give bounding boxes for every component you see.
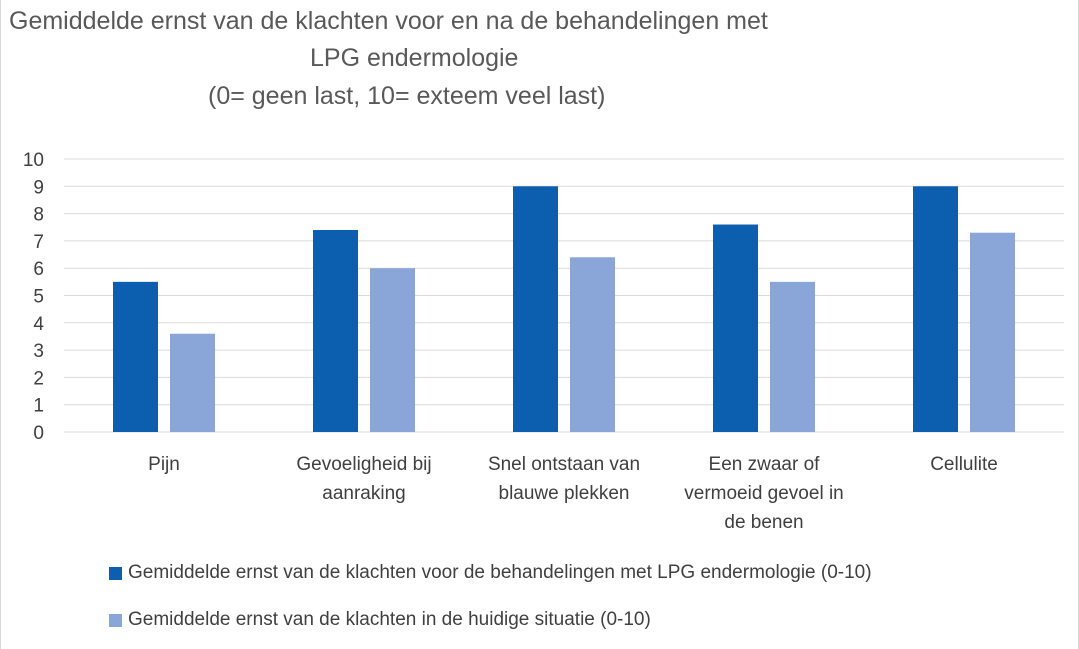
y-tick-label-2: 2 — [33, 368, 44, 389]
bar-s0-c4 — [913, 186, 958, 432]
x-tick-label-0-line-0: Pijn — [148, 454, 180, 475]
bar-s0-c2 — [513, 186, 558, 432]
x-tick-label-3-line-0: Een zwaar of — [709, 454, 821, 475]
bar-s1-c1 — [370, 268, 415, 432]
bar-s0-c0 — [113, 281, 158, 432]
bar-s0-c1 — [313, 229, 358, 432]
legend-label-before: Gemiddelde ernst van de klachten voor de… — [128, 562, 872, 583]
y-tick-label-5: 5 — [33, 287, 44, 308]
y-tick-label-9: 9 — [33, 177, 44, 198]
bar-s1-c4 — [970, 232, 1015, 432]
legend-item-current: Gemiddelde ernst van de klachten in de h… — [109, 609, 651, 631]
legend-swatch-before — [109, 566, 122, 580]
y-tick-label-4: 4 — [33, 314, 44, 335]
y-tick-label-3: 3 — [33, 341, 44, 362]
chart-title-line-2: LPG endermologie — [310, 44, 519, 72]
y-tick-label-7: 7 — [33, 232, 44, 253]
x-tick-label-3-line-2: de benen — [724, 512, 803, 533]
bar-s1-c2 — [570, 257, 615, 432]
x-tick-label-4-line-0: Cellulite — [930, 454, 998, 475]
x-tick-label-2-line-1: blauwe plekken — [499, 483, 630, 504]
y-tick-label-10: 10 — [23, 150, 44, 171]
y-tick-label-1: 1 — [33, 396, 44, 417]
bar-s1-c0 — [170, 333, 215, 432]
legend-label-current: Gemiddelde ernst van de klachten in de h… — [128, 609, 651, 630]
y-tick-label-6: 6 — [33, 259, 44, 280]
x-tick-label-3-line-1: vermoeid gevoel in — [684, 483, 843, 504]
chart-title-line-1: Gemiddelde ernst van de klachten voor en… — [9, 7, 768, 35]
chart-title-line-3: (0= geen last, 10= exteem veel last) — [208, 82, 606, 110]
x-tick-label-1-line-0: Gevoeligheid bij — [296, 454, 431, 475]
legend-item-before: Gemiddelde ernst van de klachten voor de… — [109, 562, 872, 584]
y-tick-label-0: 0 — [33, 423, 44, 444]
bar-s0-c3 — [713, 224, 758, 432]
x-tick-label-2-line-0: Snel ontstaan van — [488, 454, 640, 475]
legend-swatch-current — [109, 613, 122, 627]
y-tick-label-8: 8 — [33, 205, 44, 226]
bar-s1-c3 — [770, 281, 815, 432]
x-tick-label-1-line-1: aanraking — [322, 483, 405, 504]
